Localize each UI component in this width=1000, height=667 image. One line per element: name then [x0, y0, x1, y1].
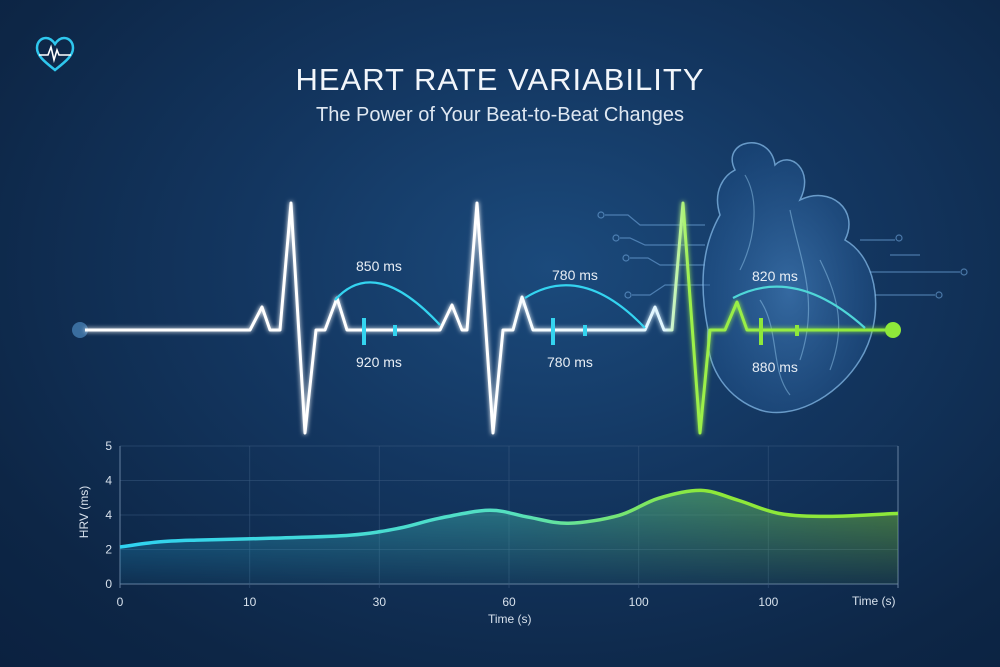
circuit-lines: [597, 211, 968, 299]
x-axis-label: Time (s): [488, 612, 532, 626]
hrv-area: [120, 490, 898, 584]
y-tick-label: 5: [105, 439, 112, 453]
interval-label-below-3: 880 ms: [752, 359, 798, 375]
y-tick-label: 4: [105, 474, 112, 488]
interval-label-below-2: 780 ms: [547, 354, 593, 370]
y-tick-label: 2: [105, 543, 112, 557]
interval-label-above-2: 780 ms: [552, 267, 598, 283]
x-tick-label: 100: [629, 595, 649, 609]
interval-arc-3: [732, 285, 866, 329]
y-tick-label: 4: [105, 508, 112, 522]
x-tick-label: 60: [502, 595, 516, 609]
page-title: HEART RATE VARIABILITY: [295, 62, 705, 97]
x-tick-label: 0: [117, 595, 124, 609]
x-axis-end-label: Time (s): [852, 594, 896, 608]
y-tick-label: 0: [105, 577, 112, 591]
x-tick-label: 30: [373, 595, 387, 609]
y-axis-label: HRV (ms): [77, 486, 91, 538]
x-tick-label: 10: [243, 595, 257, 609]
interval-label-above-3: 820 ms: [752, 268, 798, 284]
interval-arc-1: [334, 281, 441, 326]
x-tick-label: 100: [758, 595, 778, 609]
ecg-end-dot: [885, 322, 901, 338]
hrv-line: [119, 488, 899, 549]
interval-label-below-1: 920 ms: [356, 354, 402, 370]
interval-arc-2: [524, 284, 646, 329]
page-subtitle: The Power of Your Beat-to-Beat Changes: [315, 104, 684, 126]
ecg-start-dot: [72, 322, 88, 338]
interval-label-above-1: 850 ms: [356, 258, 402, 274]
